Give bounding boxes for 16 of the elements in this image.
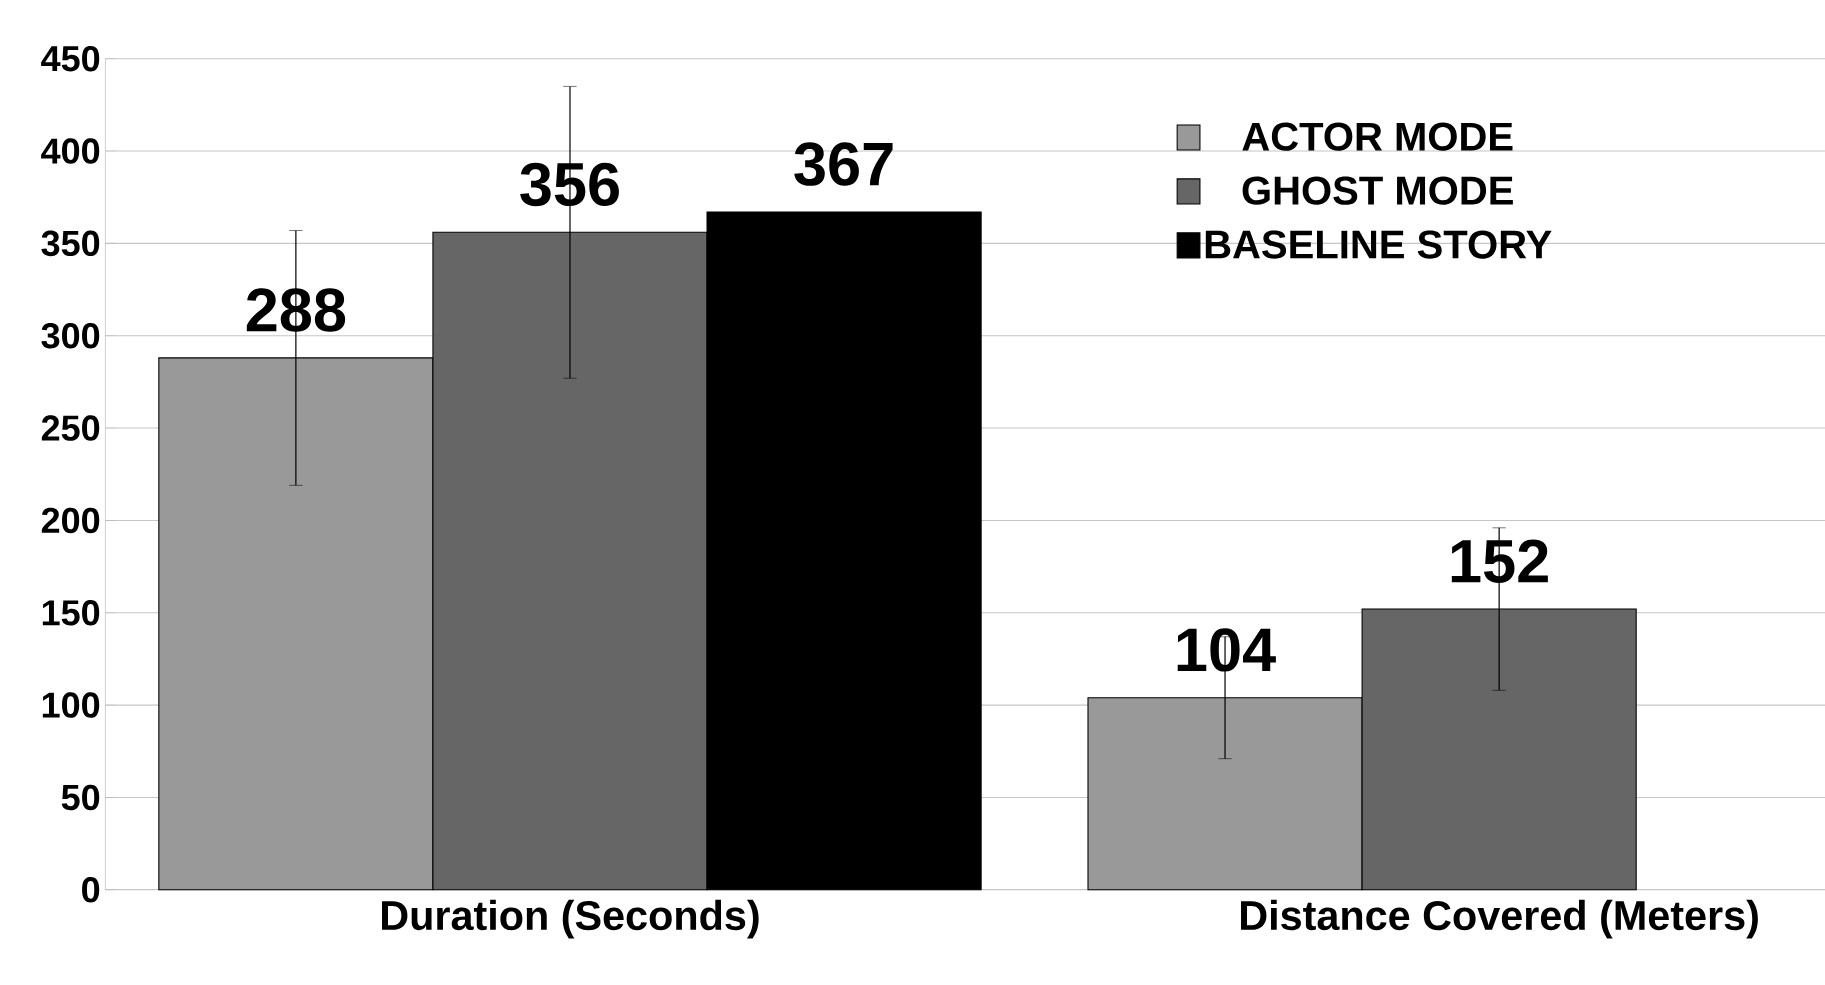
legend-label: BASELINE STORY [1205, 230, 1552, 259]
x-tick-label: Duration (Seconds) [382, 900, 759, 939]
legend-label: GHOST MODE [1242, 176, 1513, 206]
y-tick-label: 50 [61, 784, 100, 811]
y-tick-label: 450 [41, 46, 100, 72]
y-tick-label: 200 [41, 507, 100, 534]
y-tick-label: 0 [82, 877, 100, 903]
y-tick-label: 400 [41, 138, 100, 165]
y-tick-label: 100 [42, 692, 100, 719]
y-tick-label: 250 [41, 415, 100, 442]
data-label: 367 [794, 142, 893, 187]
y-tick-label: 150 [42, 600, 100, 626]
x-tick-label: Distance Covered (Meters) [1241, 900, 1758, 939]
y-tick-label: 300 [41, 323, 100, 349]
y-tick-label: 350 [41, 230, 100, 257]
legend-label: ACTOR MODE [1242, 122, 1513, 152]
